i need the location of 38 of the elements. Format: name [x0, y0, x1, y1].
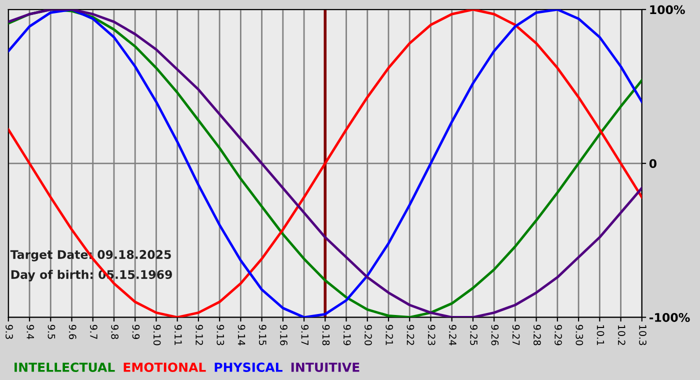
x-tick-label: 9.12: [196, 324, 203, 345]
x-tick-label: 9.3: [6, 324, 13, 339]
x-tick-label: 9.18: [322, 324, 330, 346]
x-tick-label: 10.3: [639, 325, 646, 346]
y-tick-label: 100%: [650, 5, 685, 14]
x-tick-label: 9.26: [491, 324, 499, 346]
x-tick-label: 9.19: [343, 324, 351, 346]
x-tick-label: 9.15: [258, 324, 266, 346]
x-tick-label: 9.21: [386, 324, 394, 345]
x-tick-label: 9.8: [111, 324, 119, 340]
x-tick-label: 10.1: [596, 325, 604, 345]
x-tick-label: 9.7: [90, 324, 98, 339]
text: EMOTIONAL: [124, 362, 206, 372]
x-tick-label: 9.10: [153, 324, 161, 346]
x-tick-label: 9.24: [449, 324, 456, 346]
x-tick-label: 9.30: [576, 324, 584, 346]
x-tick-label: 9.14: [238, 324, 246, 346]
x-tick-label: 9.11: [174, 324, 182, 345]
x-tick-label: 9.6: [68, 324, 76, 340]
x-tick-label: 9.28: [533, 324, 541, 346]
y-tick-label: -100%: [649, 313, 690, 322]
x-tick-label: 9.13: [216, 324, 224, 346]
text: INTELLECTUAL: [14, 362, 115, 372]
x-tick-label: 9.5: [48, 324, 56, 339]
text: PHYSICAL: [214, 362, 282, 372]
x-tick-label: 9.17: [301, 324, 309, 346]
x-tick-label: 9.25: [470, 324, 478, 346]
text: INTUITIVE: [291, 362, 360, 372]
x-tick-label: 9.22: [406, 324, 414, 345]
x-tick-label: 9.4: [26, 324, 34, 340]
x-tick-label: 9.29: [554, 324, 562, 346]
x-tick-label: 9.23: [428, 324, 436, 346]
x-tick-label: 9.27: [512, 324, 520, 346]
x-tick-label: 9.9: [132, 324, 140, 340]
x-tick-label: 9.16: [280, 324, 288, 346]
x-tick-label: 10.2: [618, 325, 626, 345]
x-tick-label: 9.20: [364, 324, 372, 346]
y-tick-label: 0: [649, 159, 656, 168]
